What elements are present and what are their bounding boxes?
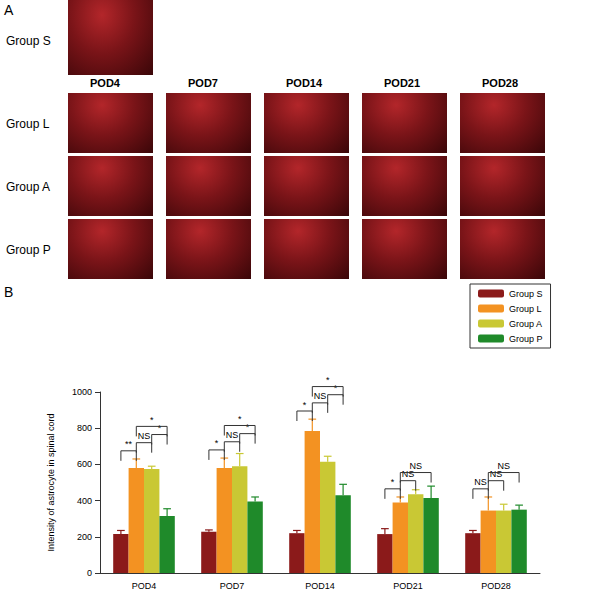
- svg-text:*: *: [158, 423, 162, 433]
- svg-text:NS: NS: [314, 391, 327, 401]
- svg-text:POD4: POD4: [132, 581, 157, 591]
- html-text:A: A: [4, 2, 14, 18]
- html-text:POD28: POD28: [482, 77, 519, 89]
- svg-text:Group P: Group P: [509, 334, 543, 344]
- html-text:Group P: Group P: [6, 243, 51, 257]
- html-text:POD7: POD7: [188, 77, 218, 89]
- svg-text:*: *: [215, 438, 219, 448]
- svg-text:*: *: [246, 422, 250, 432]
- svg-text:*: *: [391, 477, 395, 487]
- html-text:Group A: Group A: [6, 180, 50, 194]
- svg-text:POD21: POD21: [393, 581, 423, 591]
- svg-text:NS: NS: [489, 469, 503, 480]
- svg-text:NS: NS: [409, 461, 422, 471]
- svg-text:*: *: [150, 415, 154, 425]
- html-text:Group L: Group L: [6, 117, 50, 131]
- svg-text:NS: NS: [226, 430, 239, 440]
- svg-text:**: **: [125, 439, 133, 449]
- html-text:POD21: POD21: [384, 77, 421, 89]
- svg-text:NS: NS: [138, 431, 151, 441]
- svg-text:*: *: [326, 375, 330, 385]
- svg-text:POD7: POD7: [220, 581, 245, 591]
- svg-text:POD28: POD28: [481, 581, 511, 591]
- svg-text:NS: NS: [401, 469, 415, 480]
- html-text:POD4: POD4: [90, 77, 120, 89]
- svg-text:*: *: [303, 400, 307, 410]
- svg-text:800: 800: [77, 423, 92, 433]
- svg-text:200: 200: [77, 532, 92, 542]
- html-text:Group S: Group S: [6, 34, 51, 48]
- svg-text:Group L: Group L: [509, 304, 542, 314]
- svg-text:NS: NS: [474, 477, 487, 487]
- html-text:POD14: POD14: [286, 77, 323, 89]
- svg-text:600: 600: [77, 459, 92, 469]
- svg-text:*: *: [238, 414, 242, 424]
- svg-text:Group S: Group S: [509, 289, 543, 299]
- svg-text:400: 400: [77, 496, 92, 506]
- svg-text:Group A: Group A: [509, 319, 542, 329]
- html-text:B: B: [4, 284, 14, 300]
- svg-text:0: 0: [87, 568, 92, 578]
- svg-text:Intensity of astrocyte in spin: Intensity of astrocyte in spinal cord: [46, 413, 56, 551]
- svg-text:1000: 1000: [72, 387, 92, 397]
- svg-text:*: *: [334, 383, 338, 393]
- svg-text:NS: NS: [497, 461, 510, 471]
- svg-text:POD14: POD14: [305, 581, 335, 591]
